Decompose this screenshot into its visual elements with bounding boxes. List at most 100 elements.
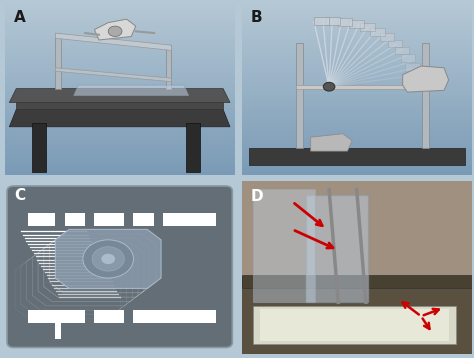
- Bar: [242, 153, 472, 155]
- Bar: [242, 161, 472, 163]
- Bar: [5, 37, 235, 38]
- Bar: [242, 110, 472, 111]
- Bar: [5, 21, 235, 23]
- Circle shape: [92, 247, 124, 271]
- Bar: [242, 87, 472, 89]
- Bar: [242, 69, 472, 71]
- Bar: [242, 55, 472, 57]
- Polygon shape: [370, 28, 385, 36]
- Bar: [5, 139, 235, 141]
- Bar: [186, 123, 200, 172]
- Bar: [242, 181, 472, 276]
- Bar: [242, 88, 472, 90]
- Bar: [242, 135, 472, 137]
- Polygon shape: [401, 54, 415, 62]
- Bar: [5, 122, 235, 123]
- Bar: [5, 137, 235, 139]
- Bar: [5, 94, 235, 96]
- Bar: [242, 49, 472, 50]
- Bar: [296, 85, 429, 89]
- Bar: [5, 132, 235, 134]
- Polygon shape: [253, 189, 315, 302]
- Bar: [242, 75, 472, 77]
- Bar: [242, 118, 472, 120]
- Bar: [242, 68, 472, 69]
- Bar: [242, 90, 472, 92]
- Bar: [242, 45, 472, 47]
- Bar: [242, 66, 472, 68]
- Bar: [242, 61, 472, 63]
- Polygon shape: [311, 134, 352, 151]
- Bar: [242, 101, 472, 102]
- Bar: [242, 5, 472, 7]
- Bar: [5, 156, 235, 158]
- Bar: [242, 10, 472, 12]
- Bar: [242, 174, 472, 175]
- Bar: [242, 14, 472, 16]
- Bar: [5, 123, 235, 125]
- Circle shape: [323, 82, 335, 91]
- Bar: [5, 35, 235, 37]
- Bar: [242, 92, 472, 94]
- Bar: [5, 141, 235, 142]
- Bar: [242, 120, 472, 122]
- Bar: [5, 2, 235, 4]
- Bar: [242, 12, 472, 14]
- Circle shape: [101, 254, 115, 264]
- Bar: [422, 43, 429, 147]
- Bar: [5, 85, 235, 87]
- Bar: [242, 104, 472, 106]
- Bar: [5, 43, 235, 45]
- Bar: [242, 78, 472, 80]
- Bar: [242, 71, 472, 73]
- Bar: [242, 127, 472, 129]
- Polygon shape: [326, 17, 340, 25]
- Bar: [242, 26, 472, 28]
- Bar: [5, 10, 235, 12]
- Bar: [242, 163, 472, 165]
- Bar: [296, 43, 303, 147]
- Bar: [5, 101, 235, 102]
- Bar: [242, 9, 472, 10]
- Bar: [242, 167, 472, 169]
- Bar: [242, 129, 472, 130]
- Bar: [5, 160, 235, 161]
- Bar: [5, 57, 235, 59]
- Bar: [55, 323, 61, 339]
- Bar: [5, 102, 235, 104]
- Bar: [242, 108, 472, 110]
- Bar: [242, 63, 472, 64]
- Bar: [242, 276, 472, 354]
- Bar: [242, 137, 472, 139]
- Bar: [5, 155, 235, 156]
- Bar: [5, 16, 235, 18]
- Bar: [242, 57, 472, 59]
- Bar: [242, 99, 472, 101]
- Bar: [242, 144, 472, 146]
- Bar: [5, 115, 235, 116]
- Bar: [5, 64, 235, 66]
- Bar: [242, 35, 472, 37]
- Bar: [242, 111, 472, 113]
- Bar: [242, 83, 472, 85]
- Bar: [5, 97, 235, 99]
- Bar: [242, 19, 472, 21]
- Bar: [5, 59, 235, 61]
- Bar: [242, 47, 472, 49]
- Bar: [249, 147, 465, 165]
- Bar: [242, 82, 472, 83]
- Bar: [242, 85, 472, 87]
- Bar: [5, 4, 235, 5]
- Polygon shape: [395, 47, 410, 54]
- Bar: [5, 73, 235, 75]
- Circle shape: [83, 240, 134, 278]
- Polygon shape: [337, 18, 352, 26]
- Bar: [242, 16, 472, 18]
- Bar: [242, 155, 472, 156]
- Bar: [5, 31, 235, 33]
- Bar: [5, 170, 235, 172]
- Bar: [5, 12, 235, 14]
- Bar: [5, 24, 235, 26]
- Bar: [242, 59, 472, 61]
- Text: C: C: [14, 188, 25, 203]
